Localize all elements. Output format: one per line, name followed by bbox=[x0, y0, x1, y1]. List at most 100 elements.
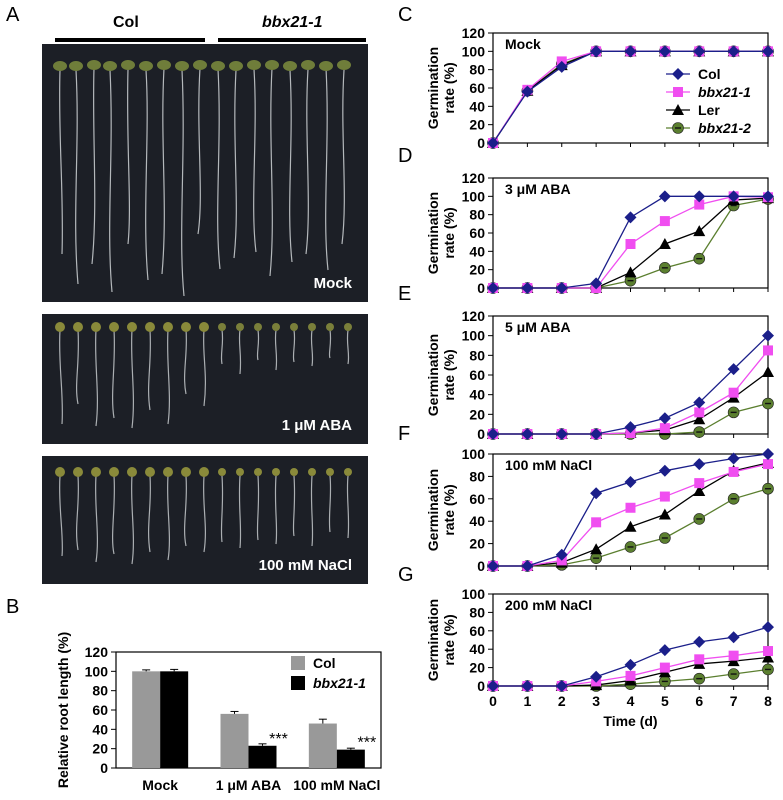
line-y-tick-label: 20 bbox=[469, 262, 485, 278]
marker-square bbox=[625, 239, 636, 249]
marker-diamond bbox=[762, 448, 774, 460]
photo-condition-aba: 1 μM ABA bbox=[281, 417, 352, 434]
marker-square bbox=[763, 459, 773, 470]
condition-annotation: Mock bbox=[505, 36, 541, 52]
significance-marker: *** bbox=[269, 731, 288, 748]
marker-square bbox=[694, 407, 705, 418]
line-y-tick-label: 40 bbox=[469, 243, 485, 259]
legend-item bbox=[666, 104, 690, 115]
series-Col bbox=[487, 448, 774, 572]
marker-diamond bbox=[693, 45, 706, 58]
panel-letter-c: C bbox=[398, 4, 413, 26]
line-y-tick-label: 60 bbox=[469, 80, 485, 96]
marker-triangle bbox=[693, 484, 706, 496]
marker-triangle bbox=[693, 413, 706, 425]
line-y-tick-label: 40 bbox=[469, 641, 485, 657]
line-y-tick-label: 80 bbox=[469, 62, 485, 78]
line-y-tick-label: 60 bbox=[469, 491, 485, 507]
bar-y-tick-label: 20 bbox=[92, 741, 108, 757]
marker-square bbox=[625, 502, 636, 513]
seedling-photo-aba: 1 μM ABA bbox=[42, 314, 368, 444]
bar-legend-label: bbx21-1 bbox=[313, 675, 366, 691]
marker-diamond bbox=[590, 670, 603, 683]
marker-square bbox=[659, 491, 670, 502]
marker-square bbox=[728, 650, 739, 661]
marker-diamond bbox=[487, 137, 499, 149]
marker-diamond bbox=[762, 190, 774, 203]
marker-diamond bbox=[521, 428, 534, 440]
marker-diamond bbox=[693, 458, 706, 471]
line-y-tick-label: 0 bbox=[477, 678, 485, 694]
marker-square bbox=[728, 466, 739, 477]
marker-diamond bbox=[590, 487, 603, 500]
line-x-tick-label: 6 bbox=[695, 693, 703, 709]
bar-bbx21-1 bbox=[336, 749, 365, 768]
legend-label: bbx21-1 bbox=[698, 84, 751, 100]
line-y-tick-label: 0 bbox=[477, 426, 485, 442]
panel-letter-d: D bbox=[398, 145, 413, 167]
condition-annotation: 100 mM NaCl bbox=[505, 457, 592, 473]
seedling-photo-nacl: 100 mM NaCl bbox=[42, 456, 368, 584]
bar-y-tick-label: 120 bbox=[85, 644, 109, 660]
genotype-label-bbx21-1: bbx21-1 bbox=[262, 14, 323, 31]
series-Col bbox=[487, 190, 774, 294]
marker-square bbox=[763, 646, 773, 657]
marker-diamond bbox=[693, 396, 706, 409]
line-y-tick-label: 20 bbox=[469, 117, 485, 133]
line-y-tick-label: 0 bbox=[477, 135, 485, 151]
line-y-tick-label: 60 bbox=[469, 623, 485, 639]
marker-diamond bbox=[624, 476, 637, 488]
line-y-axis-label: Germinationrate (%) bbox=[425, 192, 457, 274]
marker-square bbox=[659, 662, 670, 673]
marker-diamond bbox=[727, 45, 740, 58]
line-y-tick-label: 80 bbox=[469, 207, 485, 223]
marker-diamond bbox=[590, 45, 603, 58]
marker-diamond bbox=[658, 45, 671, 58]
line-y-tick-label: 60 bbox=[469, 367, 485, 383]
line-y-axis-label-line: rate (%) bbox=[441, 207, 457, 258]
line-y-tick-label: 80 bbox=[469, 604, 485, 620]
significance-marker: *** bbox=[357, 735, 376, 752]
series-bbx21-1 bbox=[488, 459, 773, 571]
marker-triangle bbox=[762, 366, 774, 378]
marker-square bbox=[673, 87, 683, 97]
marker-triangle bbox=[762, 651, 774, 663]
condition-annotation: 200 mM NaCl bbox=[505, 597, 592, 613]
line-x-tick-label: 0 bbox=[489, 693, 497, 709]
marker-diamond bbox=[555, 680, 568, 692]
legend-item bbox=[666, 122, 690, 134]
genotype-label-col: Col bbox=[113, 14, 139, 31]
marker-triangle bbox=[658, 508, 671, 520]
line-y-axis-label: Germinationrate (%) bbox=[425, 599, 457, 681]
panel-letter-a: A bbox=[6, 4, 20, 26]
line-y-tick-label: 40 bbox=[469, 513, 485, 529]
line-y-axis-label-line: Germination bbox=[425, 47, 441, 129]
legend-item bbox=[666, 68, 690, 80]
line-y-tick-label: 60 bbox=[469, 225, 485, 241]
marker-diamond bbox=[658, 464, 671, 477]
marker-triangle bbox=[624, 266, 637, 278]
series-Col bbox=[487, 45, 774, 149]
marker-diamond bbox=[727, 631, 740, 644]
line-y-axis-label-line: rate (%) bbox=[441, 62, 457, 113]
marker-triangle bbox=[624, 520, 637, 532]
line-y-axis-label-line: rate (%) bbox=[441, 349, 457, 400]
marker-diamond bbox=[487, 680, 499, 692]
line-y-tick-label: 120 bbox=[462, 25, 486, 41]
line-y-axis-label: Germinationrate (%) bbox=[425, 334, 457, 416]
bar-x-tick-label: Mock bbox=[142, 777, 178, 793]
panel-letter-e: E bbox=[398, 283, 412, 305]
line-y-tick-label: 120 bbox=[462, 170, 486, 186]
photo-condition-nacl: 100 mM NaCl bbox=[258, 557, 352, 574]
marker-diamond bbox=[487, 428, 499, 440]
bar-y-tick-label: 40 bbox=[92, 721, 108, 737]
line-x-tick-label: 3 bbox=[592, 693, 600, 709]
bar-Col bbox=[132, 671, 161, 768]
bar-Col bbox=[308, 723, 337, 768]
marker-diamond bbox=[555, 548, 568, 561]
marker-square bbox=[694, 199, 705, 210]
marker-diamond bbox=[727, 190, 740, 203]
marker-square bbox=[591, 517, 602, 528]
marker-diamond bbox=[590, 428, 603, 440]
